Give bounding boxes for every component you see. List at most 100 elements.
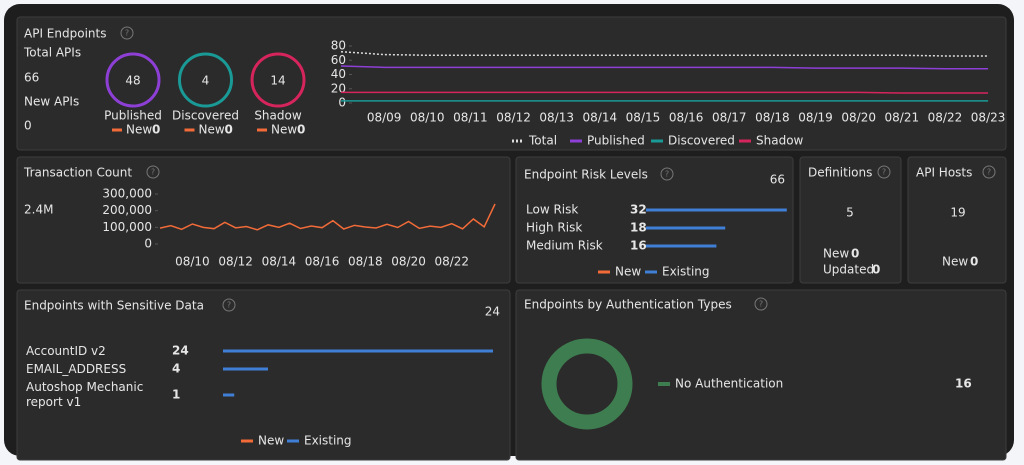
card (907, 156, 1007, 284)
help-icon[interactable]: ? (754, 297, 768, 311)
help-icon[interactable]: ? (120, 26, 134, 40)
row-value: 16 (955, 377, 972, 391)
legend-label: No Authentication (675, 377, 783, 391)
legend-label: Published (587, 134, 645, 148)
x-tick-label: 08/19 (798, 111, 833, 125)
card-title: Endpoint Risk Levels (524, 168, 648, 182)
legend-label: Shadow (756, 134, 804, 148)
y-tick-label: 80 (331, 39, 346, 53)
card-title: Endpoints by Authentication Types (524, 298, 732, 312)
stat-label: Updated (823, 263, 874, 277)
y-tick-label: 0 (338, 96, 346, 110)
help-icon[interactable]: ? (222, 298, 236, 312)
stat-label: New (942, 255, 968, 269)
row-label: AccountID v2 (26, 343, 106, 358)
svg-text:?: ? (987, 168, 991, 177)
x-tick-label: 08/22 (928, 111, 963, 125)
stat-value: 0 (24, 119, 32, 133)
x-tick-label: 08/17 (712, 111, 747, 125)
x-tick-label: 08/16 (669, 111, 704, 125)
stat-label: Total APIs (23, 46, 81, 60)
row-value: 18 (630, 221, 647, 235)
big-value: 2.4M (24, 203, 53, 217)
y-tick-label: 60 (331, 53, 346, 67)
row-label: Low Risk (526, 203, 578, 217)
card-title: Endpoints with Sensitive Data (24, 299, 204, 313)
y-tick-label: 0 (144, 237, 152, 251)
x-tick-label: 08/18 (348, 255, 383, 269)
stat-value: 0 (851, 247, 859, 261)
x-tick-label: 08/20 (391, 255, 426, 269)
bar (223, 367, 268, 371)
card-title: API Hosts (916, 166, 972, 180)
x-tick-label: 08/10 (175, 255, 210, 269)
svg-text:?: ? (882, 168, 886, 177)
help-icon[interactable]: ? (660, 167, 674, 181)
y-tick-label: 40 (331, 67, 346, 81)
group-ring (178, 52, 233, 108)
help-icon[interactable]: ? (877, 165, 891, 179)
card (16, 289, 511, 461)
big-value: 24 (485, 305, 500, 319)
row-label: Autoshop Mechanic report v1 (26, 380, 144, 409)
card-title: Definitions (808, 166, 872, 180)
card (799, 156, 902, 284)
x-tick-label: 08/18 (755, 111, 790, 125)
group-new-label: New (271, 123, 297, 137)
group-name: Discovered (172, 109, 239, 123)
group-new-value: 0 (297, 123, 305, 137)
x-tick-label: 08/23 (971, 111, 1006, 125)
svg-text:?: ? (151, 168, 155, 177)
x-tick-label: 08/10 (410, 111, 445, 125)
bar (646, 226, 726, 230)
legend-label: Discovered (668, 134, 735, 148)
x-tick-label: 08/12 (218, 255, 253, 269)
x-tick-label: 08/14 (262, 255, 297, 269)
x-tick-label: 08/11 (453, 111, 488, 125)
group-count: 48 (125, 74, 140, 88)
stat-label: New (823, 247, 849, 261)
group-count: 4 (202, 74, 210, 88)
x-tick-label: 08/13 (539, 111, 574, 125)
x-tick-label: 08/21 (885, 111, 920, 125)
donut-segment (541, 338, 633, 430)
y-tick-label: 20 (331, 81, 346, 95)
x-tick-label: 08/15 (626, 111, 661, 125)
stat-label: New APIs (24, 95, 79, 109)
svg-text:?: ? (227, 301, 231, 310)
bar (646, 208, 787, 212)
series-line (341, 91, 989, 94)
bar (223, 349, 493, 353)
legend-label: Existing (304, 434, 352, 448)
card-title: API Endpoints (24, 27, 106, 41)
card (16, 156, 511, 284)
series-line (340, 65, 989, 70)
group-new-value: 0 (152, 123, 160, 137)
svg-text:?: ? (665, 170, 669, 179)
legend-label: New (258, 434, 284, 448)
x-tick-label: 08/14 (583, 111, 618, 125)
big-value: 19 (950, 206, 965, 220)
group-ring (105, 52, 161, 108)
group-count: 14 (270, 74, 285, 88)
help-icon[interactable]: ? (982, 165, 996, 179)
svg-text:?: ? (125, 29, 129, 38)
row-value: 16 (630, 239, 647, 253)
row-label: High Risk (526, 221, 582, 235)
stat-value: 66 (24, 71, 39, 85)
card (515, 156, 794, 284)
group-new-value: 0 (225, 123, 233, 137)
group-new-label: New (199, 123, 225, 137)
y-tick-label: 100,000 (102, 220, 152, 234)
series-line (159, 203, 496, 231)
row-label: Medium Risk (526, 239, 603, 253)
big-value: 66 (770, 173, 785, 187)
y-tick-label: 200,000 (102, 203, 152, 217)
x-tick-label: 08/22 (434, 255, 469, 269)
stat-value: 0 (970, 255, 978, 269)
card (515, 289, 1007, 461)
x-tick-label: 08/16 (305, 255, 340, 269)
help-icon[interactable]: ? (146, 165, 160, 179)
